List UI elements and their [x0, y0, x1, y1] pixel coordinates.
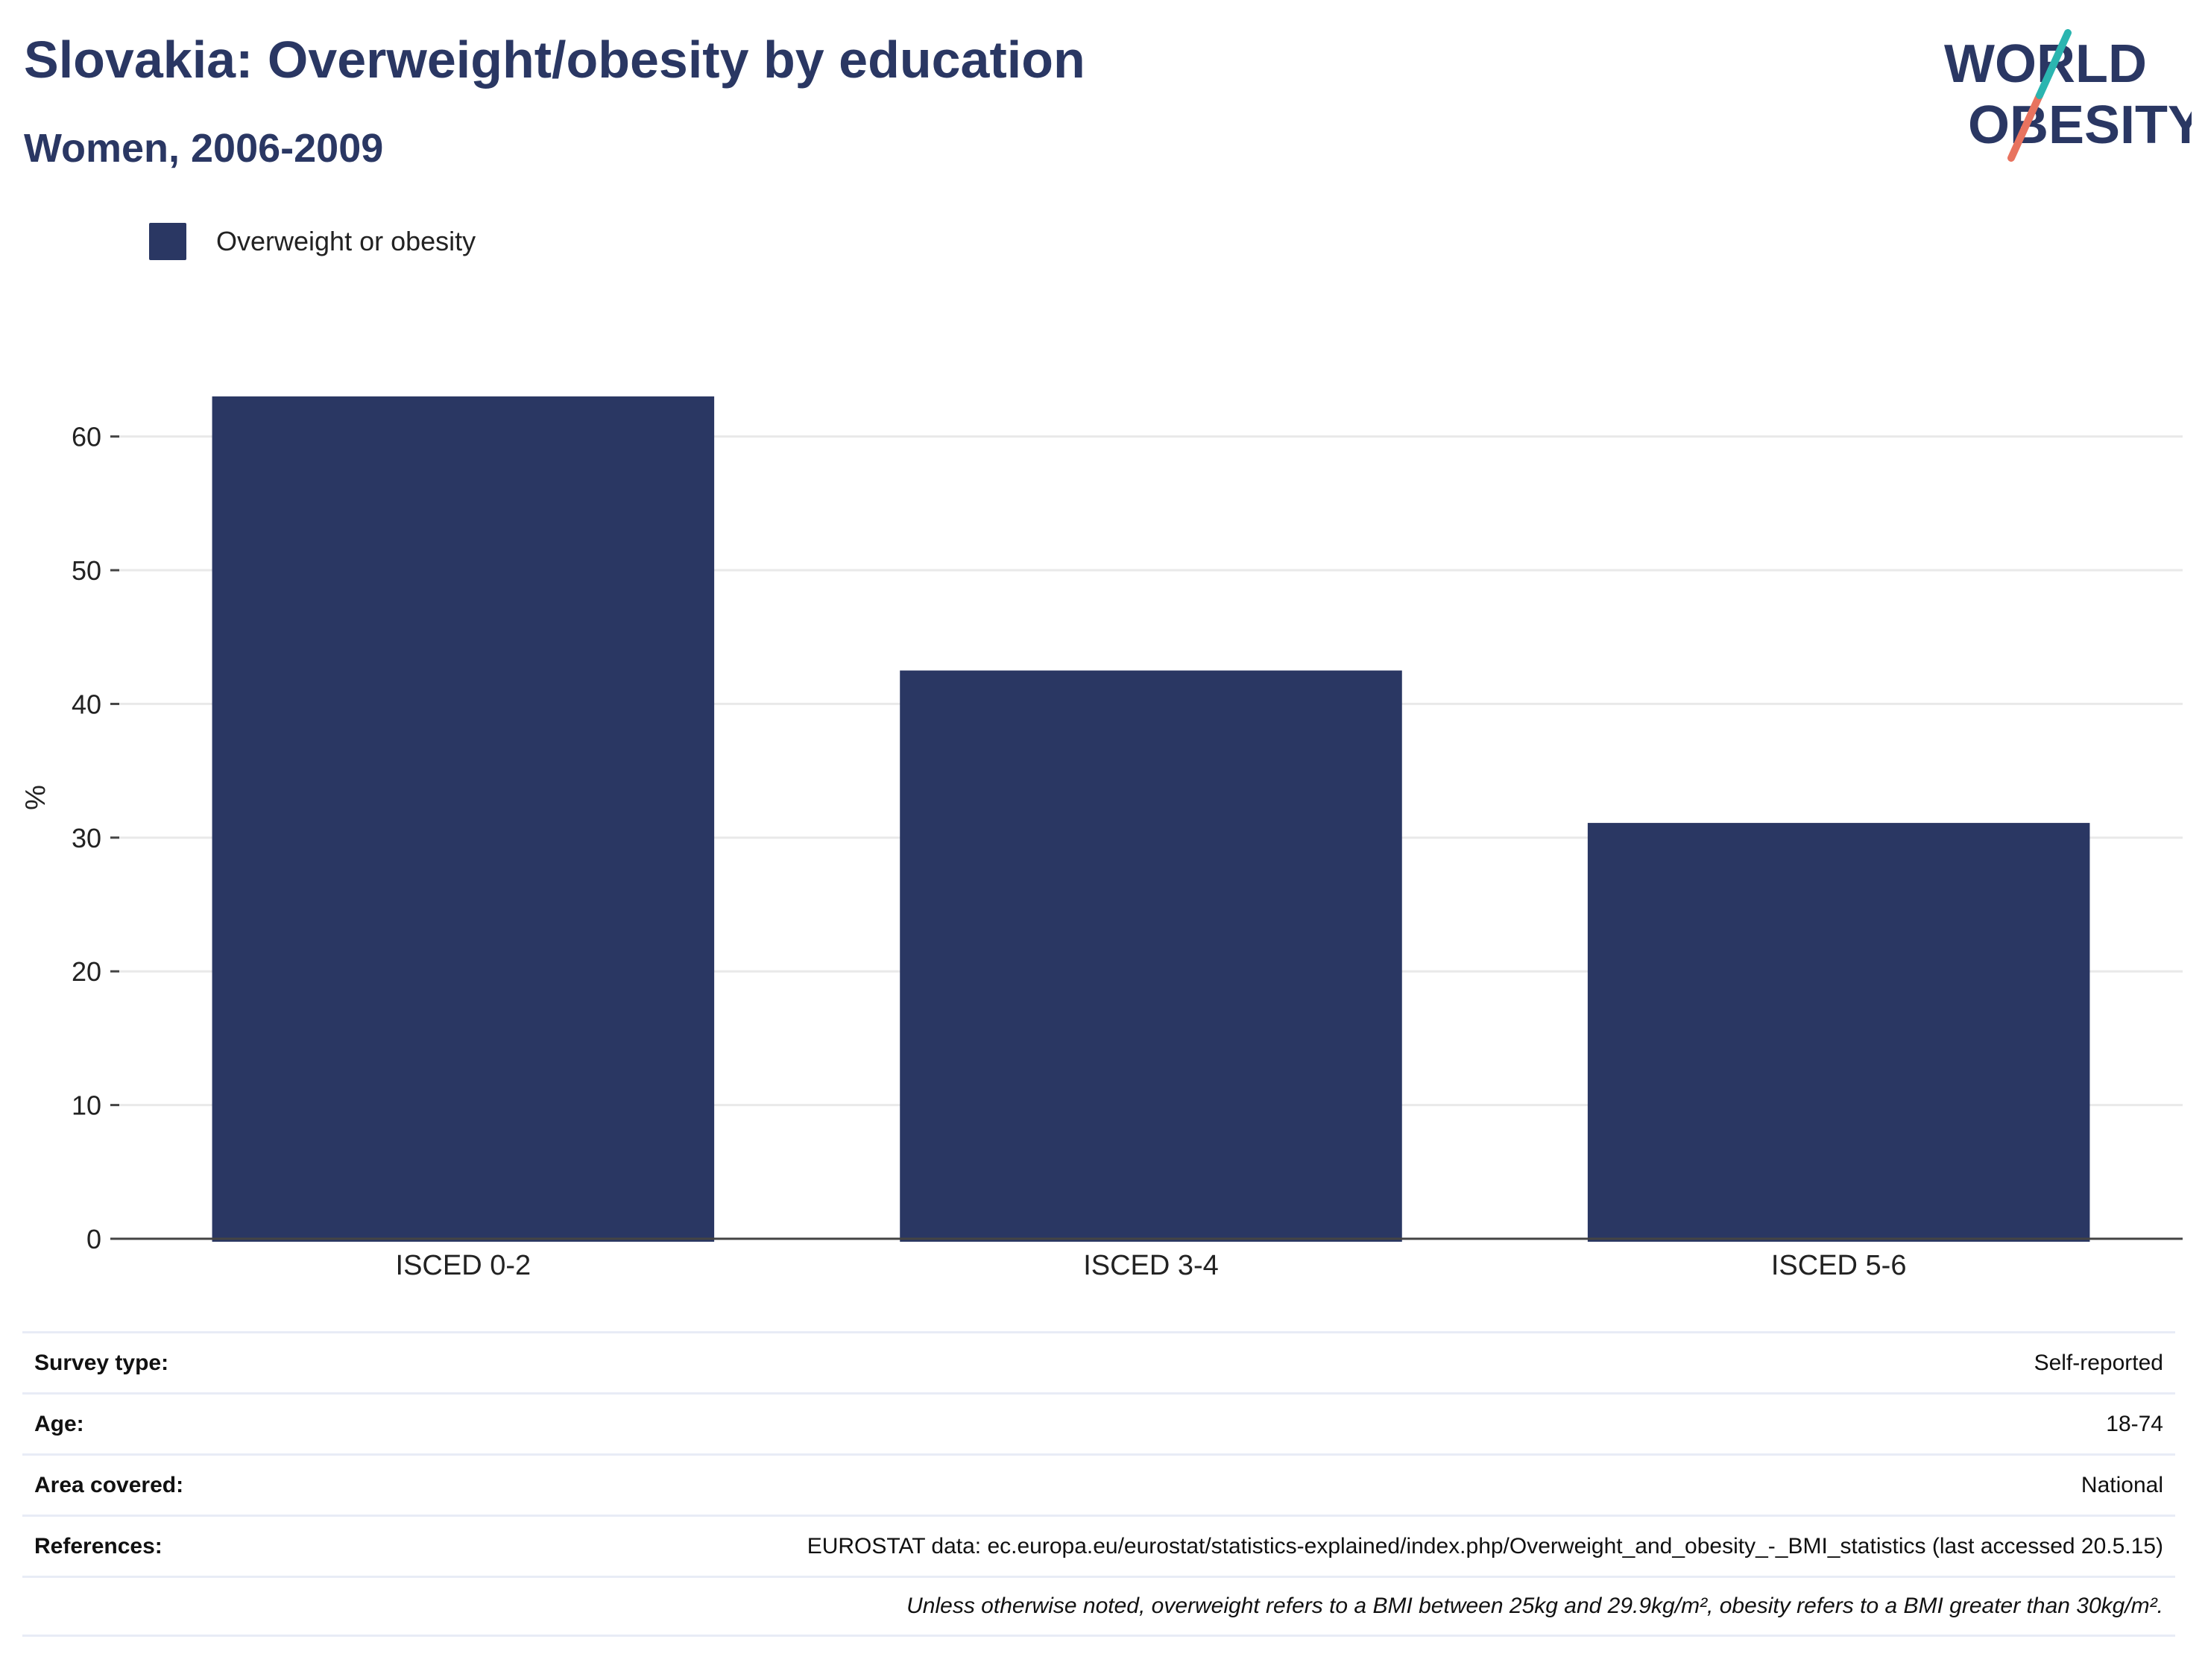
y-tick-label: 0	[86, 1224, 101, 1254]
info-row-references: References: EUROSTAT data: ec.europa.eu/…	[22, 1515, 2175, 1576]
y-tick-label: 40	[72, 689, 101, 719]
y-tick-label: 20	[72, 956, 101, 987]
bmi-footnote: Unless otherwise noted, overweight refer…	[906, 1594, 2163, 1618]
info-value: 18-74	[2106, 1411, 2163, 1436]
info-value: National	[2081, 1472, 2163, 1497]
bar	[900, 670, 1402, 1242]
bar	[1587, 823, 2090, 1242]
info-label: Area covered:	[34, 1472, 184, 1497]
info-label: References:	[34, 1533, 163, 1559]
reference-link[interactable]: EUROSTAT data: ec.europa.eu/eurostat/sta…	[807, 1533, 2163, 1559]
info-row-footnote: Unless otherwise noted, overweight refer…	[22, 1576, 2175, 1637]
y-tick-label: 60	[72, 422, 101, 452]
legend-swatch	[149, 223, 186, 260]
legend-label: Overweight or obesity	[216, 226, 476, 256]
chart-legend: Overweight or obesity	[149, 221, 476, 262]
info-value: Self-reported	[2034, 1350, 2163, 1375]
y-tick-label: 10	[72, 1090, 101, 1121]
chart-title: Slovakia: Overweight/obesity by educatio…	[24, 31, 1085, 89]
y-axis-label: %	[20, 785, 51, 810]
x-tick-label: ISCED 3-4	[1083, 1250, 1219, 1281]
info-table: Survey type: Self-reported Age: 18-74 Ar…	[22, 1331, 2175, 1637]
info-row-age: Age: 18-74	[22, 1392, 2175, 1453]
info-row-area-covered: Area covered: National	[22, 1453, 2175, 1515]
y-tick-label: 50	[72, 555, 101, 586]
info-label: Age:	[34, 1411, 84, 1436]
x-tick-label: ISCED 0-2	[396, 1250, 531, 1281]
world-obesity-logo: WORLD OBESITY	[1944, 29, 2192, 162]
bar	[212, 396, 715, 1242]
info-row-survey-type: Survey type: Self-reported	[22, 1331, 2175, 1392]
chart-subtitle: Women, 2006-2009	[24, 126, 384, 171]
bar-chart: 0 10 20 30 40 50 60% ISCED 0-2 ISCED 3-4 ISCED 5-…	[20, 396, 2183, 1281]
svg-text:OBESITY: OBESITY	[1968, 95, 2192, 155]
x-tick-label: ISCED 5-6	[1771, 1250, 1907, 1281]
info-label: Survey type:	[34, 1350, 169, 1375]
y-tick-label: 30	[72, 823, 101, 853]
